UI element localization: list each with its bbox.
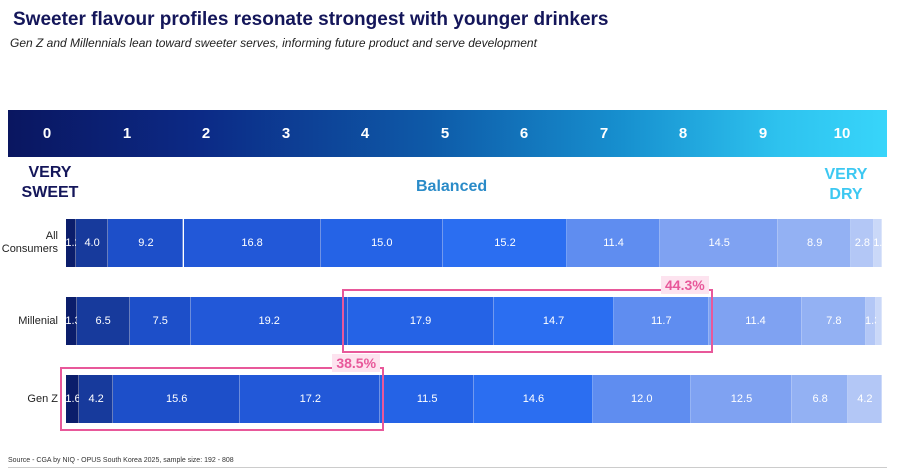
bar-segment [493, 297, 614, 345]
bar-segment [442, 219, 568, 267]
bar-segment [66, 375, 80, 423]
data-label: 4.0 [84, 237, 100, 249]
data-label: 11.4 [603, 237, 624, 249]
data-label: 6.5 [95, 315, 111, 327]
very-sweet-label: VERY SWEET [20, 163, 80, 203]
bar-segment [873, 219, 882, 267]
scale-tick-3: 3 [281, 125, 291, 142]
bar-segment [847, 375, 882, 423]
scale-tick-1: 1 [122, 125, 132, 142]
footer-divider [8, 467, 887, 468]
scale-tick-6: 6 [519, 125, 529, 142]
data-label: 12.0 [631, 393, 653, 405]
chart-subtitle: Gen Z and Millennials lean toward sweete… [10, 36, 537, 50]
highlight-box [341, 289, 713, 353]
bar-segment [778, 219, 851, 267]
data-label: 4.2 [88, 393, 104, 405]
row-label-line2: Consumers [1, 243, 58, 255]
data-label: 19.2 [258, 315, 280, 327]
source-note: Source - CGA by NIQ - OPUS South Korea 2… [8, 457, 234, 464]
data-label: 14.5 [708, 237, 730, 249]
row-label: Millenial [0, 315, 58, 328]
data-label: 1.6 [65, 393, 81, 405]
row-label-line1: All [45, 230, 58, 242]
scale-tick-9: 9 [758, 125, 768, 142]
bar-segment [592, 375, 691, 423]
bar-segment [183, 219, 321, 267]
data-label: 17.2 [299, 393, 321, 405]
data-label: 15.0 [371, 237, 393, 249]
bar-segment [792, 375, 848, 423]
data-label: 9.2 [138, 237, 154, 249]
very-dry-label: VERY DRY [818, 165, 874, 205]
data-label: 14.7 [542, 315, 565, 327]
scale-tick-7: 7 [599, 125, 609, 142]
bar-segment [190, 297, 348, 345]
data-label: 6.8 [812, 393, 828, 405]
data-label: 2.8 [854, 237, 871, 249]
data-label: 1.0 [873, 237, 889, 249]
data-label: 16.8 [241, 237, 263, 249]
data-label: 7.5 [152, 315, 168, 327]
bar-segment [690, 375, 793, 423]
highlight-box [60, 367, 385, 431]
scale-tick-2: 2 [201, 125, 211, 142]
bar-segment [865, 297, 877, 345]
scale-tick-8: 8 [678, 125, 688, 142]
bar-segment [380, 375, 474, 423]
bar-segment [129, 297, 191, 345]
bar-segment [660, 219, 779, 267]
bar-segment [320, 219, 443, 267]
bar-segment [850, 219, 874, 267]
bar-segment [876, 297, 882, 345]
bar-segment [113, 375, 241, 423]
bar-segment [613, 297, 709, 345]
row-label-line1: Gen Z [27, 393, 58, 405]
data-label: 17.9 [409, 315, 432, 327]
bar-segment [79, 375, 114, 423]
data-label: 7.8 [826, 315, 842, 327]
bar-segment [75, 219, 109, 267]
stacked-bar: 1.6 4.2 15.6 17.2 11.5 14.6 12.0 12.5 6.8 4.2 [65, 375, 882, 423]
bar-segment [66, 297, 77, 345]
scale-tick-5: 5 [440, 125, 450, 142]
bar-segment [108, 219, 184, 267]
bar-segment [474, 375, 593, 423]
data-label: 11.4 [745, 315, 766, 327]
highlight-total-label: 38.5% [332, 354, 381, 372]
bar-segment [66, 219, 76, 267]
sweetness-scale-bar: 0 1 2 3 4 5 6 7 8 9 10 [8, 110, 887, 157]
data-label: 15.2 [494, 237, 516, 249]
row-label: All Consumers [0, 230, 58, 256]
highlight-total-label: 44.3% [661, 276, 709, 294]
data-label: 4.2 [857, 393, 873, 405]
bar-segment [76, 297, 130, 345]
stacked-bar: 1.2 4.0 9.2 16.8 15.0 15.2 11.4 14.5 8.9 2.8 1.0 [65, 219, 888, 267]
bar-segment [709, 297, 803, 345]
scale-tick-4: 4 [360, 125, 370, 142]
bar-segment [240, 375, 381, 423]
data-label: 8.9 [807, 237, 823, 249]
bar-segment [567, 219, 661, 267]
scale-tick-0: 0 [42, 125, 52, 142]
very-dry-line1: VERY [824, 166, 868, 183]
bar-segment [347, 297, 494, 345]
row-label: Gen Z [0, 393, 58, 406]
data-label: 14.6 [522, 393, 545, 405]
bar-segment [802, 297, 866, 345]
very-sweet-line1: VERY [28, 164, 72, 181]
data-label: 12.5 [730, 393, 753, 405]
very-sweet-line2: SWEET [21, 184, 79, 201]
scale-tick-10: 10 [833, 125, 851, 142]
data-label: 11.7 [650, 315, 672, 327]
chart-title: Sweeter flavour profiles resonate strong… [13, 9, 609, 30]
balanced-label: Balanced [416, 178, 488, 195]
data-label: 15.6 [166, 393, 188, 405]
very-dry-line2: DRY [829, 186, 863, 203]
stacked-bar: 1.3 6.5 7.5 19.2 17.9 14.7 11.7 11.4 7.8 1.3 [65, 297, 882, 345]
row-label-line1: Millenial [18, 315, 58, 327]
data-label: 11.5 [416, 393, 438, 405]
